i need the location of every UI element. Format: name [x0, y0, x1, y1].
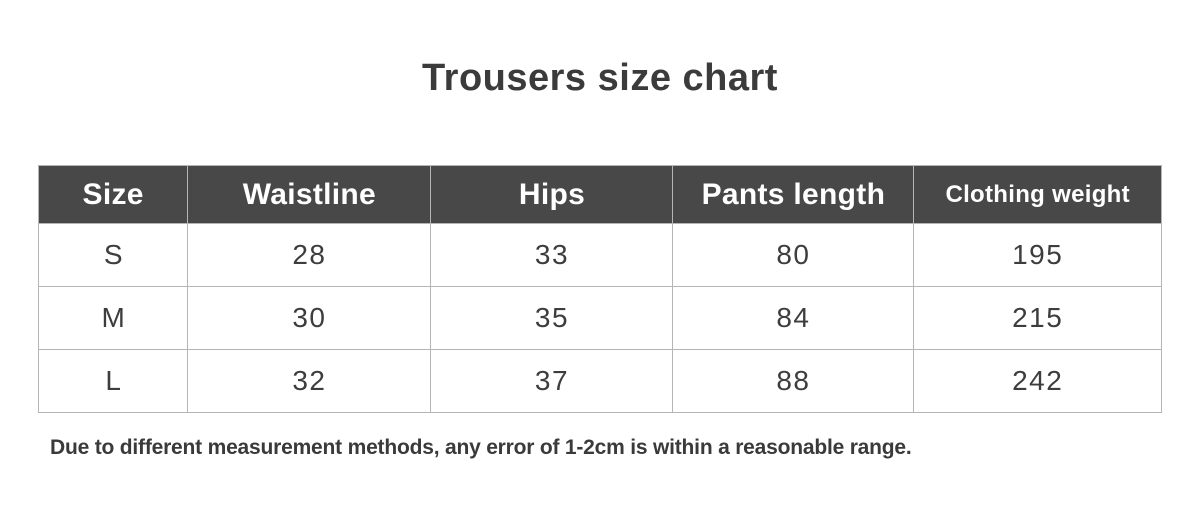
cell-waistline: 30	[187, 286, 432, 350]
table-header: Size Waistline Hips Pants length Clothin…	[37, 165, 1162, 224]
size-chart-table: Size Waistline Hips Pants length Clothin…	[37, 165, 1162, 413]
table-row-l: L 32 37 88 242	[37, 349, 1162, 413]
cell-waistline: 28	[187, 223, 432, 287]
column-header-waistline: Waistline	[187, 165, 432, 224]
cell-clothing-weight: 242	[913, 349, 1162, 413]
cell-hips: 35	[430, 286, 674, 350]
cell-waistline: 32	[187, 349, 432, 413]
table-row-s: S 28 33 80 195	[37, 223, 1162, 287]
cell-size: M	[37, 286, 189, 350]
table-header-row: Size Waistline Hips Pants length Clothin…	[37, 165, 1162, 224]
table-body: S 28 33 80 195 M 30 35 84 215 L 32 37 88…	[37, 223, 1162, 413]
column-header-size: Size	[37, 165, 189, 224]
table-row-m: M 30 35 84 215	[37, 286, 1162, 350]
cell-pants-length: 88	[672, 349, 915, 413]
cell-size: L	[37, 349, 189, 413]
column-header-pants-length: Pants length	[672, 165, 915, 224]
column-header-clothing-weight: Clothing weight	[913, 165, 1162, 224]
cell-pants-length: 84	[672, 286, 915, 350]
cell-pants-length: 80	[672, 223, 915, 287]
page-title: Trousers size chart	[422, 57, 778, 99]
cell-hips: 33	[430, 223, 674, 287]
column-header-hips: Hips	[430, 165, 674, 224]
cell-hips: 37	[430, 349, 674, 413]
cell-size: S	[37, 223, 189, 287]
cell-clothing-weight: 215	[913, 286, 1162, 350]
measurement-disclaimer: Due to different measurement methods, an…	[50, 436, 912, 459]
cell-clothing-weight: 195	[913, 223, 1162, 287]
